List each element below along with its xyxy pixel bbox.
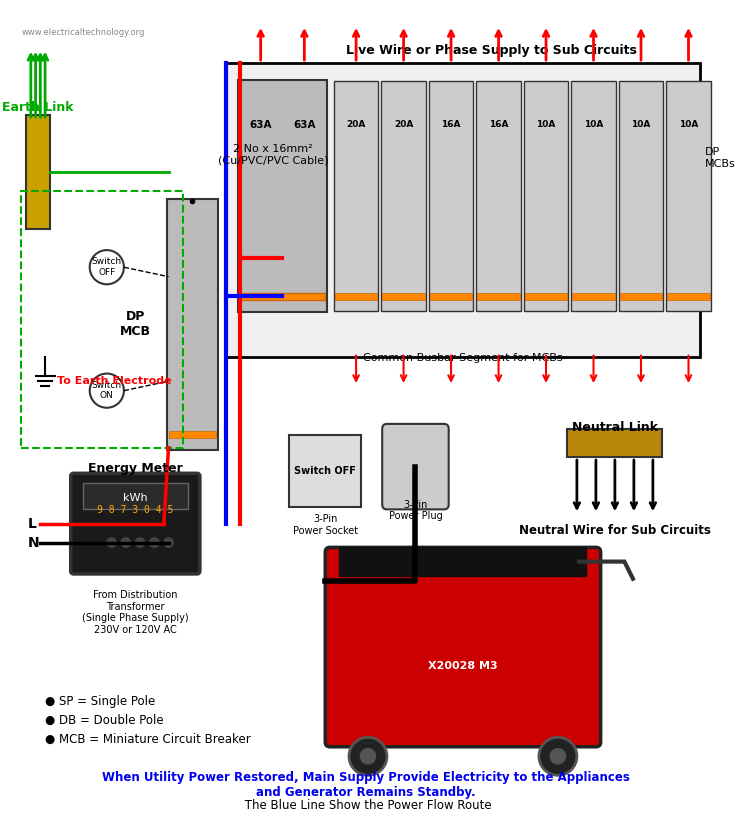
FancyBboxPatch shape xyxy=(382,424,449,509)
Bar xyxy=(26,115,50,230)
Text: 3-Pin
Power Socket: 3-Pin Power Socket xyxy=(293,514,358,536)
Text: 20A: 20A xyxy=(347,120,366,129)
FancyBboxPatch shape xyxy=(325,548,601,746)
FancyBboxPatch shape xyxy=(571,81,616,311)
Bar xyxy=(240,293,325,301)
Bar xyxy=(339,548,587,576)
Text: 10A: 10A xyxy=(537,120,556,129)
FancyBboxPatch shape xyxy=(429,81,473,311)
Text: 63A: 63A xyxy=(250,120,272,130)
Text: DP
MCBs: DP MCBs xyxy=(705,147,736,169)
Text: The Blue Line Show the Power Flow Route: The Blue Line Show the Power Flow Route xyxy=(241,799,492,812)
Text: 20A: 20A xyxy=(394,120,414,129)
Bar xyxy=(667,293,710,301)
Text: 10A: 10A xyxy=(679,120,698,129)
Text: L: L xyxy=(28,517,37,530)
FancyBboxPatch shape xyxy=(225,63,701,357)
Bar xyxy=(335,293,378,301)
Text: 10A: 10A xyxy=(631,120,651,129)
FancyBboxPatch shape xyxy=(381,81,426,311)
Text: Live Wire or Phase Supply to Sub Circuits: Live Wire or Phase Supply to Sub Circuit… xyxy=(346,44,637,57)
FancyBboxPatch shape xyxy=(334,81,378,311)
Circle shape xyxy=(551,749,565,764)
Circle shape xyxy=(349,737,387,775)
Circle shape xyxy=(107,538,116,548)
Text: To Earth Electrode: To Earth Electrode xyxy=(57,376,171,386)
Text: When Utility Power Restored, Main Supply Provide Electricity to the Appliances
a: When Utility Power Restored, Main Supply… xyxy=(102,771,630,798)
Text: Earth Link: Earth Link xyxy=(2,101,74,114)
Text: Neutral Link: Neutral Link xyxy=(572,421,658,434)
Text: www.electricaltechnology.org: www.electricaltechnology.org xyxy=(21,28,145,37)
Text: N: N xyxy=(28,535,40,549)
FancyBboxPatch shape xyxy=(619,81,663,311)
Text: DP
MCB: DP MCB xyxy=(120,310,151,338)
Bar xyxy=(525,293,567,301)
Text: ● SP = Single Pole: ● SP = Single Pole xyxy=(45,695,155,707)
FancyBboxPatch shape xyxy=(666,81,711,311)
Text: Switch OFF: Switch OFF xyxy=(294,467,356,477)
Bar xyxy=(477,293,520,301)
Text: Switch
ON: Switch ON xyxy=(92,381,122,400)
Bar xyxy=(620,293,662,301)
Text: X20028 M3: X20028 M3 xyxy=(428,661,498,671)
Text: kWh: kWh xyxy=(123,493,148,504)
FancyBboxPatch shape xyxy=(71,473,200,574)
Bar xyxy=(169,431,216,438)
FancyBboxPatch shape xyxy=(476,81,521,311)
Circle shape xyxy=(90,373,124,407)
Text: 63A: 63A xyxy=(293,120,316,130)
Text: 16A: 16A xyxy=(489,120,509,129)
Text: Energy Meter: Energy Meter xyxy=(88,462,183,475)
Circle shape xyxy=(361,749,375,764)
Text: ● MCB = Miniature Circuit Breaker: ● MCB = Miniature Circuit Breaker xyxy=(45,732,251,746)
FancyBboxPatch shape xyxy=(289,435,361,508)
Text: 9 8 7 3 0 4 5: 9 8 7 3 0 4 5 xyxy=(97,504,174,514)
Circle shape xyxy=(135,538,145,548)
Bar xyxy=(382,293,425,301)
Text: 2 No x 16mm²
(Cu/PVC/PVC Cable): 2 No x 16mm² (Cu/PVC/PVC Cable) xyxy=(218,144,328,165)
Text: Common Busbar Segment for MCBs: Common Busbar Segment for MCBs xyxy=(363,352,563,362)
Text: 3-Pin
Power Plug: 3-Pin Power Plug xyxy=(389,500,442,522)
Bar xyxy=(83,483,188,509)
Text: From Distribution
Transformer
(Single Phase Supply)
230V or 120V AC: From Distribution Transformer (Single Ph… xyxy=(82,590,188,635)
Text: Switch
OFF: Switch OFF xyxy=(92,257,122,277)
Circle shape xyxy=(164,538,173,548)
FancyBboxPatch shape xyxy=(166,199,218,449)
Text: Neutral Wire for Sub Circuits: Neutral Wire for Sub Circuits xyxy=(519,524,711,537)
Bar xyxy=(430,293,473,301)
Text: 16A: 16A xyxy=(442,120,461,129)
FancyBboxPatch shape xyxy=(238,80,327,311)
Text: 10A: 10A xyxy=(584,120,604,129)
Circle shape xyxy=(121,538,130,548)
Circle shape xyxy=(539,737,577,775)
Text: ● DB = Double Pole: ● DB = Double Pole xyxy=(45,714,163,726)
Bar xyxy=(572,293,615,301)
Bar xyxy=(567,428,662,457)
Circle shape xyxy=(149,538,159,548)
Circle shape xyxy=(90,250,124,284)
FancyBboxPatch shape xyxy=(524,81,568,311)
